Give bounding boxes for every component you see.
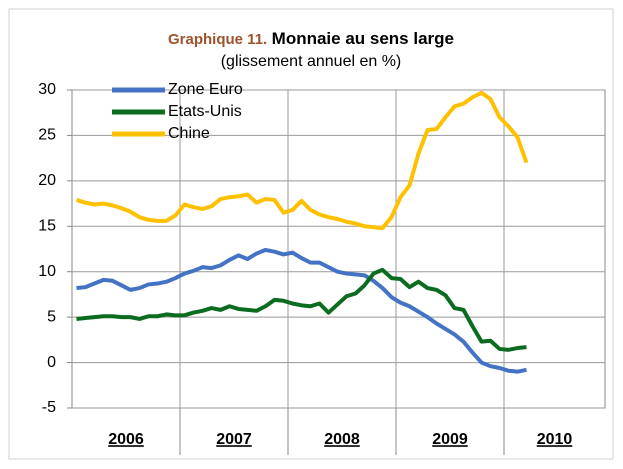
line-series: [75, 90, 529, 231]
chart-title: Graphique 11. Monnaie au sens large: [168, 29, 454, 48]
x-group-label: 2009: [432, 431, 468, 448]
legend-label: Etats-Unis: [168, 103, 242, 120]
y-tick-label: 25: [38, 127, 56, 144]
legend-label: Chine: [168, 125, 210, 142]
x-group-label: 2007: [216, 431, 252, 448]
title-main: Monnaie au sens large: [272, 29, 454, 48]
y-tick-label: 0: [47, 354, 56, 371]
line-series: [76, 267, 527, 352]
y-tick-label: 5: [47, 308, 56, 325]
title-prefix: Graphique 11.: [168, 31, 267, 48]
legend-label: Zone Euro: [168, 81, 243, 98]
x-group-label: 2008: [324, 431, 360, 448]
line-series: [76, 247, 527, 374]
plot-area: [71, 89, 606, 409]
y-tick-label: 30: [38, 81, 56, 98]
y-tick-label: 20: [38, 172, 56, 189]
x-group-label: 2006: [108, 431, 144, 448]
y-tick-label: 10: [38, 263, 56, 280]
y-tick-label: 15: [38, 218, 56, 235]
y-tick-label: -5: [42, 399, 56, 416]
chart-subtitle: (glissement annuel en %): [221, 53, 402, 70]
x-group-label: 2010: [537, 431, 573, 448]
